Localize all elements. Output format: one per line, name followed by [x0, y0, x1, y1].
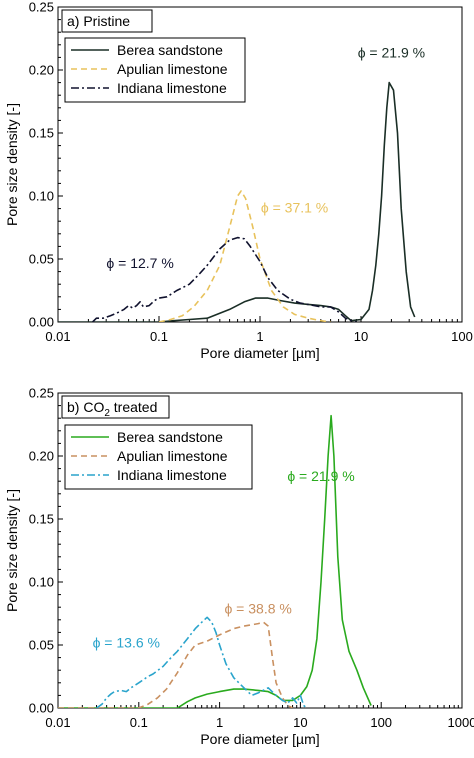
panel-b-legend-entry: Apulian limestone — [117, 448, 228, 464]
panel-b-series-line-apulian-limestone — [58, 621, 293, 708]
panel-a-porosity-annotation: ϕ = 37.1 % — [261, 199, 328, 215]
panel-b-label-frame — [61, 395, 170, 419]
panel-b-y-tick-label: 0.20 — [29, 449, 54, 464]
panel-b-x-tick-label: 1 — [216, 715, 223, 730]
panel-b-x-tick-label: 100 — [370, 715, 392, 730]
panel-b-series-line-indiana-limestone — [96, 616, 308, 708]
panel-b-plot-frame — [57, 392, 463, 709]
panel-b-co2-treated: 0.00 0.05 0.10 0.15 0.20 0.25 0.01 0.1 1 10 100 100… — [4, 386, 474, 748]
panel-a-y-tick-label: 0.00 — [29, 315, 54, 330]
panel-a-y-tick-label: 0.05 — [29, 252, 54, 267]
panel-a-legend-entry: Indiana limestone — [117, 80, 227, 96]
panel-a-legend-entry: Apulian limestone — [117, 61, 228, 77]
panel-a-porosity-annotation: ϕ = 12.7 % — [106, 255, 173, 271]
panel-b-legend: Berea sandstone Apulian limestone Indiana … — [64, 424, 253, 490]
panel-b-x-tick-label: 0.01 — [45, 715, 70, 730]
panel-b-legend-frame — [64, 424, 253, 490]
panel-b-label-text: b) CO2 treated — [67, 399, 157, 419]
panel-b-porosity-annotation: ϕ = 13.6 % — [93, 635, 160, 651]
panel-a-y-tick-label: 0.10 — [29, 189, 54, 204]
panel-b-x-tick-label: 0.1 — [130, 715, 148, 730]
panel-a-y-tick-label: 0.25 — [29, 0, 54, 15]
panel-a-label-text: a) Pristine — [67, 13, 130, 29]
panel-b-x-axis-label: Pore diameter [µm] — [200, 731, 319, 747]
panel-b-x-tick-label: 10 — [293, 715, 307, 730]
panel-b-y-tick-label: 0.15 — [29, 512, 54, 527]
panel-a-pristine: 0.00 0.05 0.10 0.15 0.20 0.25 0.01 0.1 1 10 100 Por… — [4, 0, 473, 361]
panel-a-y-tick-label: 0.15 — [29, 126, 54, 141]
panel-a-label-box: a) Pristine — [61, 9, 153, 33]
panel-a-series-line-berea-sandstone — [58, 81, 416, 322]
panel-b-y-tick-label: 0.10 — [29, 575, 54, 590]
panel-a-series-line-indiana-limestone — [92, 236, 357, 322]
panel-b-porosity-annotation: ϕ = 38.8 % — [224, 601, 291, 617]
panel-a-y-tick-label: 0.20 — [29, 63, 54, 78]
panel-a-porosity-annotation: ϕ = 21.9 % — [358, 44, 425, 60]
panel-a-legend-entry: Berea sandstone — [117, 42, 223, 58]
panel-b-legend-entry: Berea sandstone — [117, 429, 223, 445]
panel-a-x-tick-label: 0.1 — [150, 329, 168, 344]
panel-b-y-tick-label: 0.00 — [29, 701, 54, 716]
panel-a-x-axis-label: Pore diameter [µm] — [200, 345, 319, 361]
panel-b-legend-entry: Indiana limestone — [117, 467, 227, 483]
panel-b-y-axis-label: Pore size density [-] — [4, 489, 20, 612]
panel-b-porosity-annotation: ϕ = 21.9 % — [287, 468, 354, 484]
panel-a-x-tick-label: 0.01 — [45, 329, 70, 344]
panel-a-x-tick-label: 10 — [354, 329, 368, 344]
panel-a-y-axis-label: Pore size density [-] — [4, 103, 20, 226]
panel-a-x-tick-label: 1 — [256, 329, 263, 344]
panel-a-x-tick-label: 100 — [451, 329, 473, 344]
panel-b-series-line-berea-sandstone — [58, 414, 372, 708]
panel-b-label-box: b) CO2 treated — [61, 395, 170, 419]
panel-a-legend: Berea sandstone Apulian limestone Indiana … — [64, 37, 246, 103]
panel-a-label-frame — [61, 9, 153, 33]
panel-a-legend-frame — [64, 37, 246, 103]
panel-b-y-tick-label: 0.05 — [29, 638, 54, 653]
panel-b-y-tick-label: 0.25 — [29, 386, 54, 401]
panel-b-x-tick-label: 1000 — [448, 715, 474, 730]
